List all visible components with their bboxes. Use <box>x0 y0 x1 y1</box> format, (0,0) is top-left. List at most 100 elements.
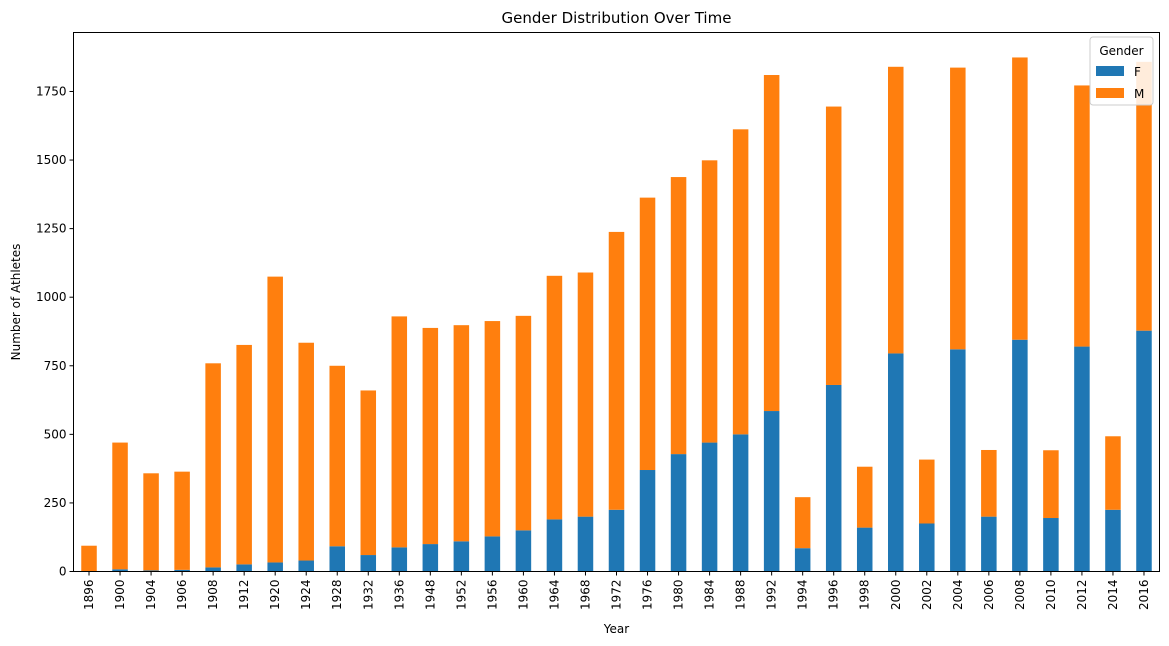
bar-M-2006 <box>981 449 997 517</box>
bar-M-1960 <box>515 315 532 531</box>
bar-F-1994 <box>794 548 811 572</box>
bar-F-1948 <box>422 544 439 572</box>
bar-F-1964 <box>546 519 563 572</box>
x-tick-label: 2002 <box>920 580 934 611</box>
bar-F-1980 <box>670 454 687 572</box>
bar-F-1984 <box>701 442 718 572</box>
x-tick-label: 1964 <box>547 580 561 611</box>
x-tick-label: 1900 <box>113 580 127 611</box>
bar-M-1920 <box>267 276 283 563</box>
bar-M-1900 <box>112 442 128 570</box>
bar-F-1936 <box>391 547 408 572</box>
chart-title: Gender Distribution Over Time <box>502 9 732 27</box>
bar-F-2004 <box>950 349 966 572</box>
x-tick-label: 1896 <box>82 580 96 611</box>
bar-M-1964 <box>546 275 563 520</box>
x-tick-label: 1912 <box>237 580 251 611</box>
bar-M-1912 <box>236 344 252 565</box>
bar-M-1928 <box>329 365 345 547</box>
x-tick-label: 1960 <box>516 580 530 611</box>
y-tick-label: 1000 <box>36 290 67 304</box>
x-tick-label: 1924 <box>299 580 313 611</box>
x-tick-label: 1948 <box>423 580 437 611</box>
bar-F-1912 <box>236 564 252 572</box>
bar-M-1984 <box>701 160 718 443</box>
x-tick-label: 2016 <box>1137 580 1151 611</box>
y-tick-label: 1750 <box>36 84 67 98</box>
x-tick-label: 1994 <box>796 580 810 611</box>
bar-M-1968 <box>577 272 594 517</box>
bar-M-1988 <box>732 129 749 435</box>
bar-F-2014 <box>1105 509 1121 572</box>
x-tick-label: 2000 <box>889 580 903 611</box>
bar-M-1948 <box>422 327 439 545</box>
plot-frame <box>73 32 1160 572</box>
legend-label-F: F <box>1134 65 1141 79</box>
bar-F-2008 <box>1012 339 1028 572</box>
x-tick-label: 1998 <box>858 580 872 611</box>
y-tick-label: 250 <box>44 496 67 510</box>
x-tick-label: 1928 <box>330 580 344 611</box>
bar-M-2002 <box>919 459 935 524</box>
bar-F-1956 <box>484 536 501 572</box>
bar-M-1906 <box>174 471 190 570</box>
bar-M-1998 <box>856 466 873 528</box>
legend: Gender FM <box>1089 36 1154 106</box>
x-tick-label: 1972 <box>610 580 624 611</box>
x-tick-label: 2014 <box>1106 580 1120 611</box>
x-axis: 1896 1900 1904 1906 1908 1912 1920 1924 1928 1932… <box>82 571 1151 611</box>
bar-M-1956 <box>484 321 501 537</box>
bar-M-1904 <box>143 473 159 571</box>
y-tick-label: 1250 <box>36 222 67 236</box>
bar-M-2014 <box>1105 436 1121 510</box>
bar-M-1952 <box>453 325 470 542</box>
bar-M-1992 <box>763 75 780 412</box>
bar-F-1928 <box>329 546 345 572</box>
bar-F-1920 <box>267 562 283 572</box>
bar-M-1924 <box>298 342 314 561</box>
bar-M-1996 <box>825 106 842 385</box>
x-tick-label: 2004 <box>951 580 965 611</box>
bar-F-1952 <box>453 541 470 572</box>
bar-F-2012 <box>1074 346 1090 572</box>
bar-F-1904 <box>143 570 159 572</box>
x-tick-label: 1976 <box>641 580 655 611</box>
bar-M-2000 <box>888 66 904 354</box>
bar-F-1900 <box>112 569 128 572</box>
bar-M-2012 <box>1074 85 1090 347</box>
bar-F-1932 <box>360 555 377 572</box>
x-tick-label: 1992 <box>765 580 779 611</box>
legend-title: Gender <box>1099 44 1143 58</box>
legend-swatch-F <box>1096 66 1124 76</box>
bar-M-1994 <box>794 497 811 549</box>
y-tick-label: 750 <box>44 359 67 373</box>
bar-layer <box>81 57 1152 572</box>
bar-F-1996 <box>825 384 842 572</box>
bar-M-1976 <box>639 197 656 471</box>
bar-F-2010 <box>1043 518 1059 572</box>
x-tick-label: 1904 <box>144 580 158 611</box>
x-axis-label: Year <box>603 622 629 636</box>
bar-F-1908 <box>205 567 221 572</box>
x-tick-label: 2008 <box>1013 579 1027 610</box>
bar-M-2004 <box>950 67 966 350</box>
x-tick-label: 1906 <box>175 580 189 611</box>
bar-F-1998 <box>856 527 873 572</box>
x-tick-label: 1980 <box>672 580 686 611</box>
y-axis: 0 250 500 750 1000 1250 1500 1750 <box>36 84 74 579</box>
bar-F-2006 <box>981 516 997 572</box>
bar-F-1972 <box>608 509 625 572</box>
bar-F-1968 <box>577 516 594 572</box>
bar-F-2000 <box>888 353 904 572</box>
bar-F-1976 <box>639 470 656 572</box>
x-tick-label: 1984 <box>703 580 717 611</box>
x-tick-label: 2010 <box>1044 580 1058 611</box>
legend-swatch-M <box>1096 88 1124 98</box>
bar-F-1988 <box>732 434 749 572</box>
x-tick-label: 1936 <box>392 580 406 611</box>
bar-M-1932 <box>360 390 377 556</box>
x-tick-label: 2006 <box>982 580 996 611</box>
bar-M-1908 <box>205 363 221 568</box>
bar-M-2016 <box>1136 61 1152 331</box>
